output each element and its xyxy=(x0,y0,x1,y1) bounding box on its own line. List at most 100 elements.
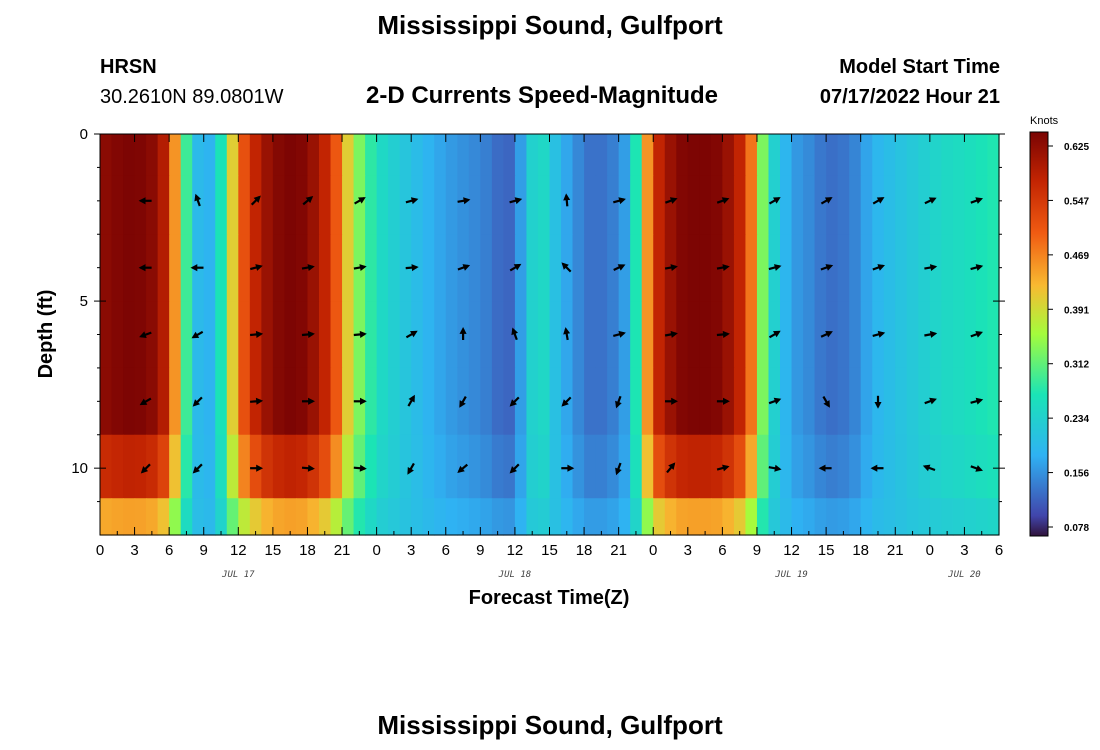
colorbar-tick-label: 0.625 xyxy=(1064,142,1089,153)
current-arrow xyxy=(970,331,983,338)
heatmap-cell xyxy=(491,434,504,499)
heatmap-cell xyxy=(249,134,262,177)
heatmap-cell xyxy=(157,367,170,436)
heatmap-cell xyxy=(526,134,539,177)
heatmap-cell xyxy=(307,498,320,536)
heatmap-cell xyxy=(872,134,885,177)
heatmap-cell xyxy=(687,367,700,436)
heatmap-cell xyxy=(376,434,389,499)
x-tick-label: 18 xyxy=(852,542,869,559)
heatmap-cell xyxy=(457,175,470,235)
heatmap-cell xyxy=(226,367,239,436)
y-tick-label: 10 xyxy=(71,460,88,477)
heatmap-cell xyxy=(595,367,608,436)
heatmap-cell xyxy=(641,134,654,177)
current-arrow xyxy=(666,462,676,474)
heatmap-cell xyxy=(549,498,562,536)
heatmap-cell xyxy=(318,175,332,235)
heatmap-cell xyxy=(803,301,816,369)
heatmap-cell xyxy=(180,498,193,536)
heatmap-cell xyxy=(826,175,839,235)
heatmap-cell xyxy=(388,434,401,499)
heatmap-cell xyxy=(100,301,113,369)
heatmap-cell xyxy=(123,367,136,436)
heatmap-cell xyxy=(422,301,435,369)
heatmap-cell xyxy=(295,134,309,177)
heatmap-cell xyxy=(399,134,412,177)
x-tick-label: 0 xyxy=(649,542,657,559)
heatmap-cell xyxy=(572,301,585,369)
heatmap-cell xyxy=(826,234,839,302)
heatmap-cell xyxy=(537,367,551,436)
heatmap-cell xyxy=(768,175,781,235)
heatmap-cell xyxy=(445,367,458,436)
heatmap-cell xyxy=(330,234,343,302)
heatmap-cell xyxy=(941,175,954,235)
model-start-label: Model Start Time xyxy=(839,56,1000,78)
heatmap-cell xyxy=(791,498,804,536)
heatmap-cell xyxy=(411,498,424,536)
heatmap-cell xyxy=(526,367,539,436)
current-arrow xyxy=(407,462,415,475)
heatmap-cell xyxy=(641,498,654,536)
heatmap-cell xyxy=(895,301,908,369)
current-arrow xyxy=(190,264,204,272)
heatmap-cell xyxy=(284,301,297,369)
heatmap-cell xyxy=(664,175,677,235)
heatmap-cell xyxy=(722,175,735,235)
heatmap-cell xyxy=(399,498,412,536)
heatmap-cell xyxy=(284,234,297,302)
heatmap-cell xyxy=(699,498,712,536)
heatmap-cell xyxy=(964,498,977,536)
heatmap-cell xyxy=(411,175,424,235)
heatmap-cell xyxy=(584,498,597,536)
heatmap-cell xyxy=(803,367,816,436)
heatmap-cell xyxy=(295,498,309,536)
current-arrow xyxy=(191,330,204,339)
heatmap-cell xyxy=(123,234,136,302)
x-axis-title: Forecast Time(Z) xyxy=(469,587,630,609)
heatmap-cell xyxy=(157,498,170,536)
heatmap-cell xyxy=(791,301,804,369)
heatmap-cell xyxy=(895,498,908,536)
heatmap-cell xyxy=(422,234,435,302)
current-arrow xyxy=(353,264,367,271)
heatmap-cell xyxy=(411,134,424,177)
current-arrow xyxy=(250,397,264,405)
heatmap-cell xyxy=(745,134,758,177)
current-arrow xyxy=(716,330,730,338)
heatmap-cell xyxy=(826,434,839,499)
heatmap-cell xyxy=(445,434,458,499)
heatmap-cell xyxy=(261,367,274,436)
heatmap-cell xyxy=(422,434,435,499)
heatmap-cell xyxy=(192,498,205,536)
heatmap-cell xyxy=(803,134,816,177)
heatmap-cell xyxy=(365,175,378,235)
station-id: HRSN xyxy=(100,56,157,78)
heatmap-cell xyxy=(653,134,666,177)
heatmap-cell xyxy=(514,367,528,436)
heatmap-cell xyxy=(365,134,378,177)
heatmap-cell xyxy=(238,175,251,235)
heatmap-cell xyxy=(180,367,193,436)
y-tick-label: 0 xyxy=(80,126,88,143)
x-tick-label: 21 xyxy=(610,542,627,559)
heatmap-cell xyxy=(272,175,286,235)
heatmap-cell xyxy=(906,175,919,235)
heatmap-cell xyxy=(249,175,262,235)
heatmap-cell xyxy=(860,234,873,302)
heatmap-cell xyxy=(860,301,873,369)
heatmap-cell xyxy=(849,175,862,235)
current-arrow xyxy=(665,397,678,405)
date-label: JUL 17 xyxy=(221,570,255,580)
heatmap-cell xyxy=(618,434,631,499)
x-tick-label: 0 xyxy=(926,542,934,559)
heatmap-cell xyxy=(480,301,493,369)
heatmap-cell xyxy=(434,134,447,177)
heatmap-cell xyxy=(445,234,458,302)
x-tick-label: 3 xyxy=(684,542,692,559)
colorbar-unit: Knots xyxy=(1030,115,1059,127)
colorbar-tick-label: 0.469 xyxy=(1064,251,1089,262)
heatmap-cell xyxy=(837,367,850,436)
current-arrow xyxy=(459,327,467,340)
